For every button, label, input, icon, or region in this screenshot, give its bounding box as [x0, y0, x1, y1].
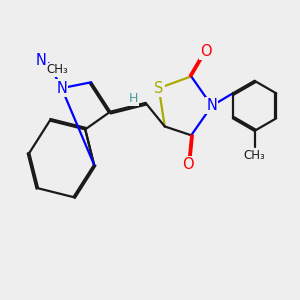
Text: O: O — [200, 44, 212, 59]
Text: H: H — [129, 92, 139, 105]
Text: CH₃: CH₃ — [46, 63, 68, 76]
Text: N: N — [206, 98, 217, 113]
Text: N: N — [36, 53, 46, 68]
Text: N: N — [56, 81, 67, 96]
Text: CH₃: CH₃ — [244, 149, 266, 162]
Text: S: S — [154, 81, 164, 96]
Text: O: O — [182, 157, 194, 172]
